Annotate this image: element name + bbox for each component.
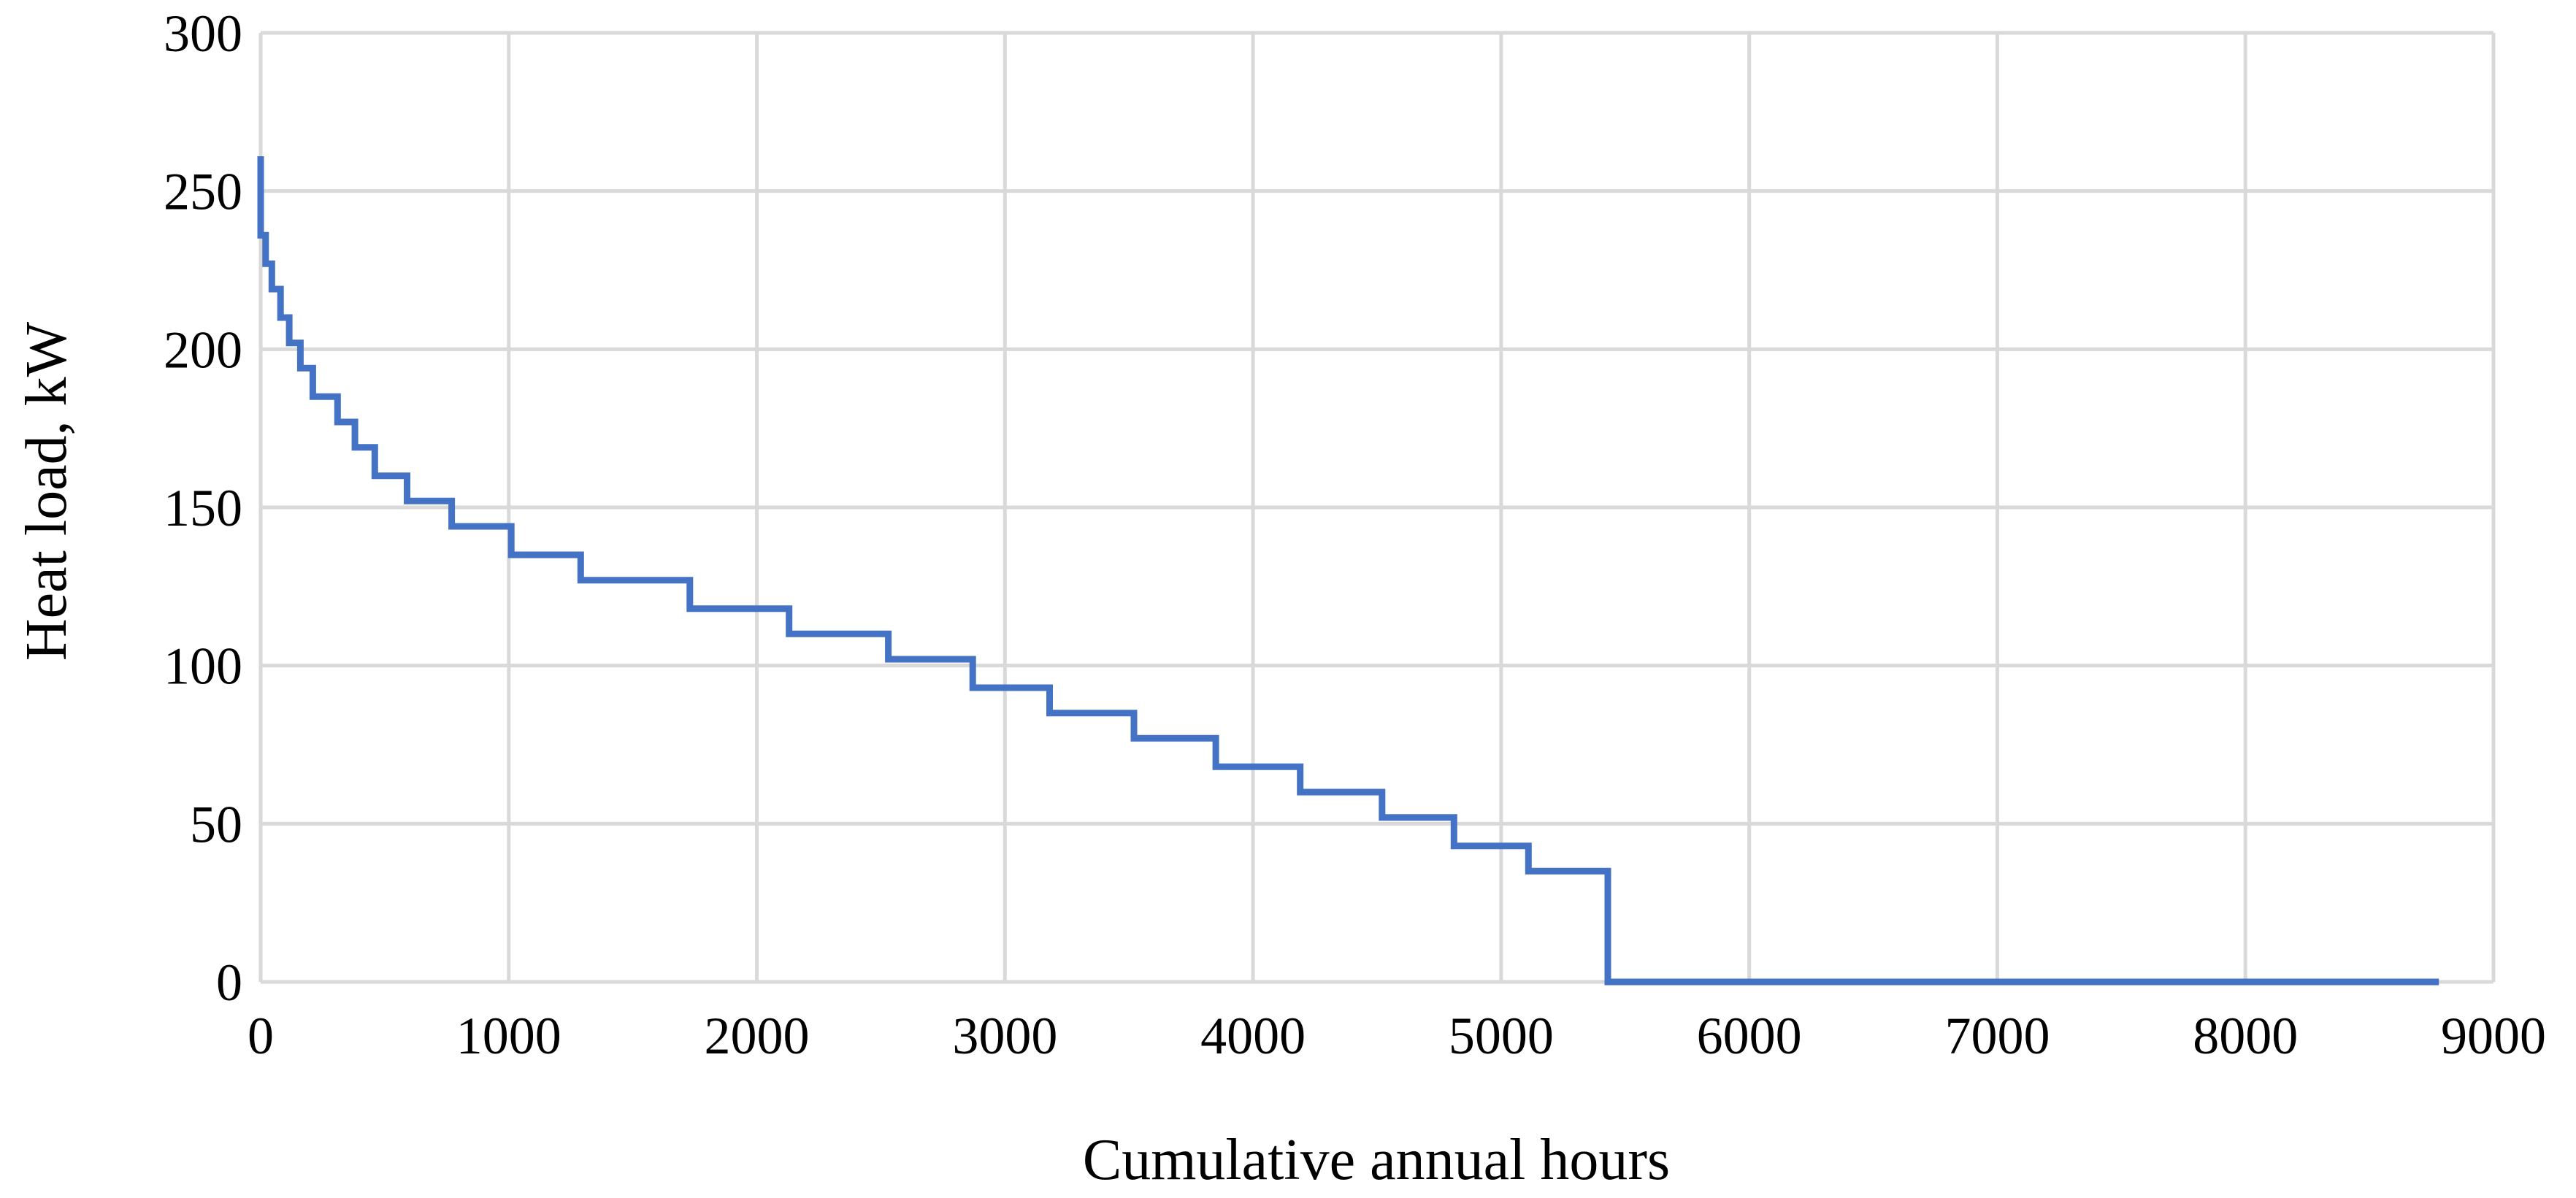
y-tick-label: 200 (164, 320, 242, 379)
x-tick-label: 2000 (705, 1007, 810, 1065)
x-tick-label: 5000 (1449, 1007, 1554, 1065)
series-line (257, 156, 2439, 986)
x-tick-label: 0 (248, 1007, 274, 1065)
y-tick-label: 100 (164, 637, 242, 696)
x-tick-label: 8000 (2193, 1007, 2298, 1065)
y-tick-labels: 0 50 100 150 200 250 300 (164, 4, 242, 1012)
x-tick-label: 9000 (2441, 1007, 2546, 1065)
series-layer (257, 156, 2439, 986)
y-axis-title: Heat load, kW (15, 321, 79, 661)
x-tick-label: 1000 (456, 1007, 561, 1065)
x-tick-label: 6000 (1697, 1007, 1802, 1065)
x-tick-label: 7000 (1944, 1007, 2050, 1065)
y-tick-label: 150 (164, 479, 242, 537)
y-tick-label: 250 (164, 163, 242, 221)
grid-layer (258, 31, 2496, 984)
y-tick-label: 0 (216, 953, 242, 1012)
x-tick-labels: 0 1000 2000 3000 4000 5000 6000 7000 8000 9000 (248, 1007, 2546, 1065)
x-axis-title: Cumulative annual hours (1083, 1128, 1670, 1192)
x-tick-label: 4000 (1200, 1007, 1306, 1065)
y-tick-label: 50 (190, 795, 242, 853)
x-tick-label: 3000 (952, 1007, 1057, 1065)
y-tick-label: 300 (164, 4, 242, 63)
